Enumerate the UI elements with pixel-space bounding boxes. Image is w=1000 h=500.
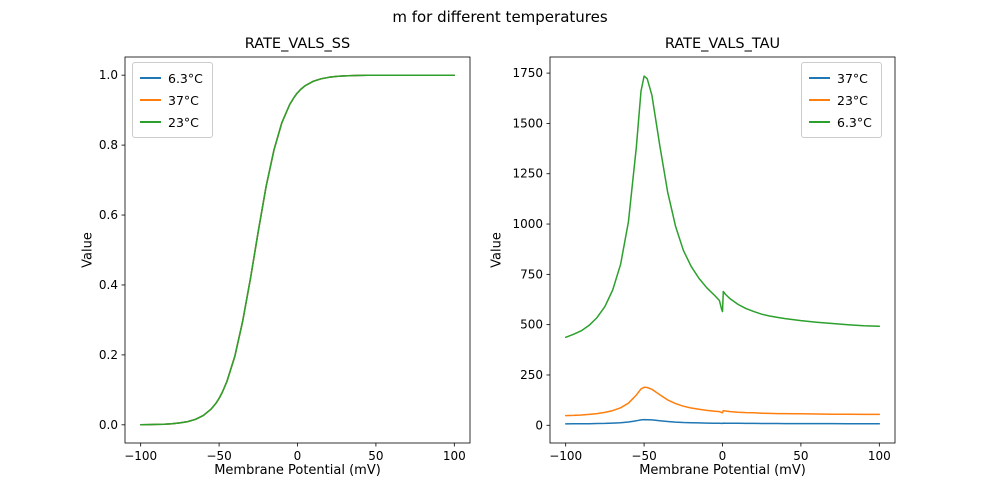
legend-line-swatch [809,99,830,101]
legend-label: 23°C [837,92,868,108]
legend-line-swatch [809,121,830,123]
svg-text:1250: 1250 [512,167,543,181]
svg-text:−100: −100 [124,449,157,463]
svg-text:0.4: 0.4 [99,278,118,292]
svg-text:−50: −50 [206,449,231,463]
svg-text:50: 50 [793,449,808,463]
legend-line-swatch [809,77,830,79]
svg-text:500: 500 [520,318,543,332]
subplot-ss-ylabel: Value [80,232,96,268]
svg-text:250: 250 [520,368,543,382]
svg-text:0: 0 [535,418,543,432]
legend-line-swatch [140,77,161,79]
svg-text:1500: 1500 [512,116,543,130]
svg-text:0.8: 0.8 [99,138,118,152]
svg-text:100: 100 [868,449,891,463]
legend-line-swatch [140,121,161,123]
legend-item: 6.3°C [140,67,203,89]
legend-tau: 37°C 23°C 6.3°C [801,62,882,138]
subplot-tau-ylabel: Value [489,232,505,268]
svg-text:0.6: 0.6 [99,208,118,222]
legend-item: 23°C [140,111,203,133]
legend-line-swatch [140,99,161,101]
svg-text:−100: −100 [549,449,582,463]
svg-text:0: 0 [294,449,302,463]
legend-item: 37°C [140,89,203,111]
legend-label: 6.3°C [837,114,872,130]
legend-label: 23°C [168,114,199,130]
legend-ss: 6.3°C 37°C 23°C [132,62,213,138]
svg-text:0: 0 [719,449,727,463]
legend-label: 37°C [837,70,868,86]
subplot-tau-xlabel: Membrane Potential (mV) [639,463,806,478]
svg-text:1750: 1750 [512,66,543,80]
subplot-ss-title: RATE_VALS_SS [244,36,351,52]
svg-text:750: 750 [520,267,543,281]
svg-text:0.2: 0.2 [99,348,118,362]
svg-text:1.0: 1.0 [99,68,118,82]
svg-text:1000: 1000 [512,217,543,231]
subplot-tau-title: RATE_VALS_TAU [664,36,781,52]
legend-item: 23°C [809,89,872,111]
legend-label: 6.3°C [168,70,203,86]
svg-text:100: 100 [443,449,466,463]
svg-text:50: 50 [368,449,383,463]
svg-text:0.0: 0.0 [99,418,118,432]
svg-text:−50: −50 [631,449,656,463]
figure-title: m for different temperatures [392,8,608,26]
legend-item: 6.3°C [809,111,872,133]
subplot-ss-xlabel: Membrane Potential (mV) [214,463,381,478]
legend-label: 37°C [168,92,199,108]
legend-item: 37°C [809,67,872,89]
